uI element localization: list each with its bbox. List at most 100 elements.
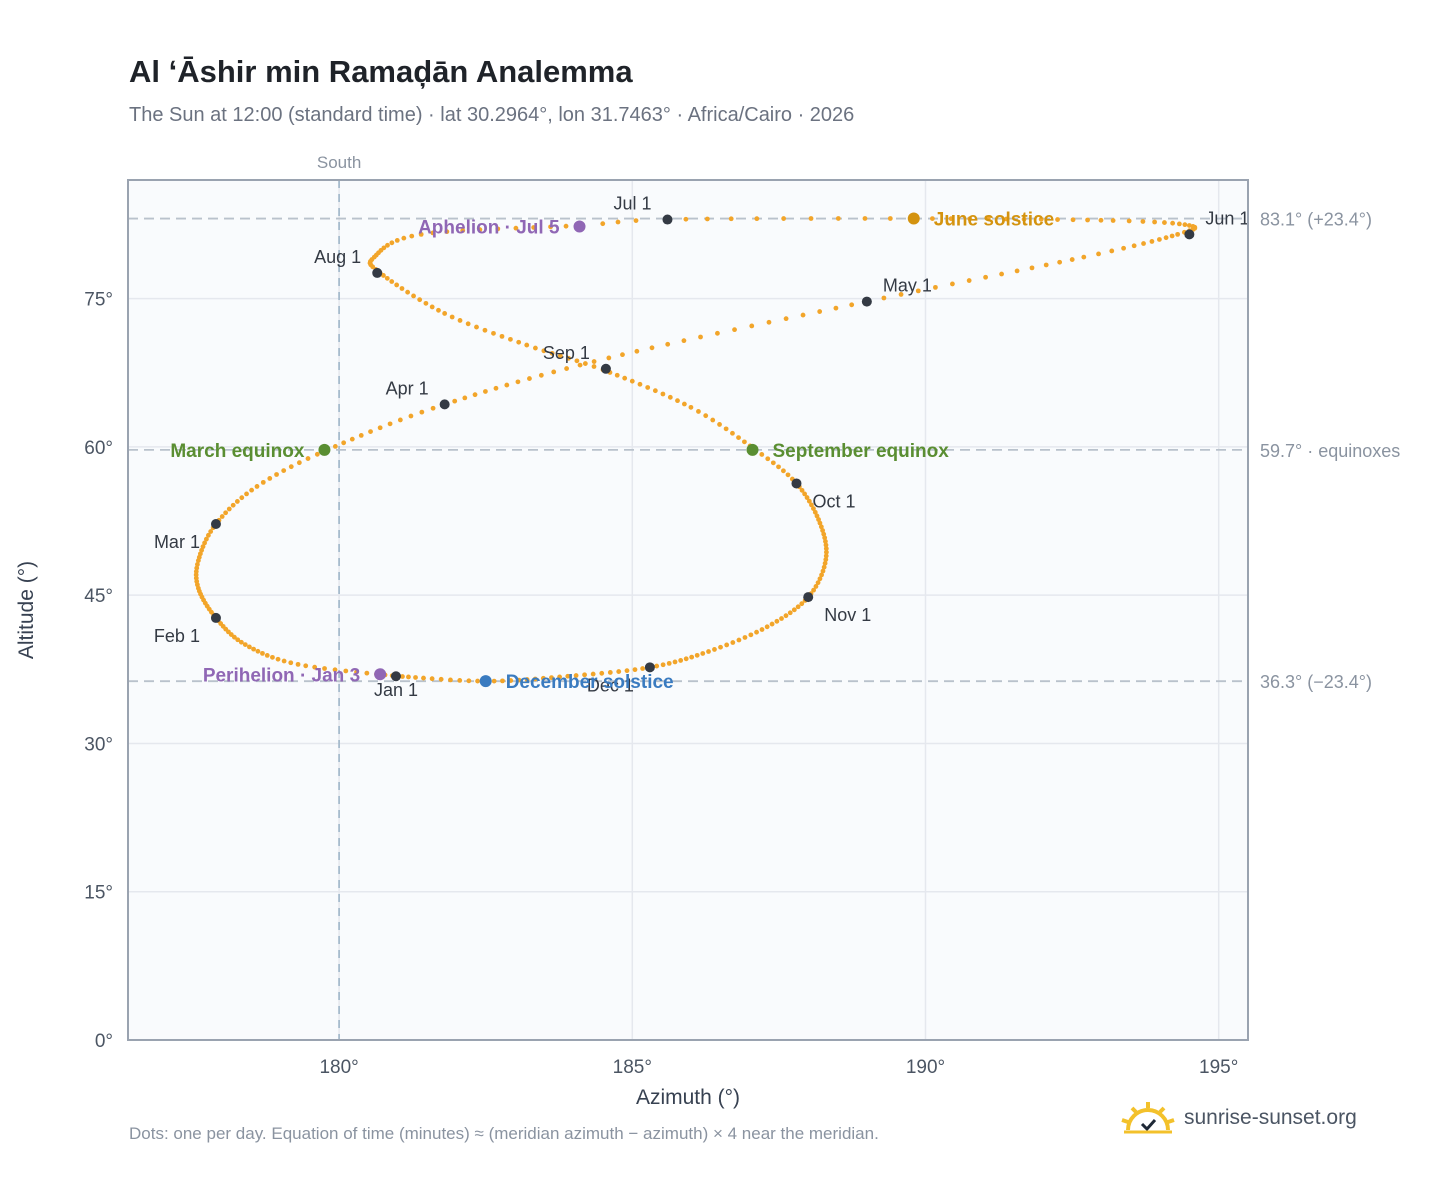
day-dot <box>785 472 791 478</box>
day-dot <box>1170 220 1176 226</box>
day-dot <box>436 307 441 313</box>
day-dot <box>806 498 812 504</box>
day-dot <box>457 678 463 683</box>
day-dot <box>698 334 703 340</box>
day-dot <box>615 219 621 225</box>
event-marker-dot <box>746 443 759 456</box>
day-dot <box>665 341 671 347</box>
day-dot <box>898 292 904 297</box>
day-dot <box>200 544 206 550</box>
day-dot <box>776 464 781 470</box>
y-tick-label: 0° <box>95 1031 113 1052</box>
day-dot <box>802 491 808 497</box>
day-dot <box>267 476 273 481</box>
day-dot <box>1057 259 1063 265</box>
day-dot <box>823 553 829 559</box>
day-dot <box>549 675 554 681</box>
day-dot <box>235 637 241 643</box>
day-dot <box>1096 251 1101 257</box>
day-dot <box>548 224 553 230</box>
day-dot <box>1186 223 1192 228</box>
month-marker-label: Nov 1 <box>824 605 871 625</box>
day-dot <box>811 587 817 593</box>
day-dot <box>820 568 826 574</box>
day-dot <box>491 678 497 684</box>
month-marker-dot <box>791 478 802 489</box>
day-dot <box>823 557 829 562</box>
day-dot <box>531 225 537 230</box>
day-dot <box>817 576 823 582</box>
event-marker-label: Perihelion · Jan 3 <box>203 665 360 686</box>
month-marker-label: Oct 1 <box>812 491 855 511</box>
day-dot <box>524 677 530 682</box>
day-dot <box>823 542 829 548</box>
day-dot <box>303 663 309 669</box>
day-dot <box>495 226 501 232</box>
day-dot <box>551 369 557 375</box>
y-axis-title: Altitude (°) <box>15 561 38 659</box>
day-dot <box>349 436 355 442</box>
day-dot <box>607 670 613 675</box>
day-dot <box>1182 222 1188 228</box>
day-dot <box>1141 241 1146 246</box>
day-dot <box>675 398 680 404</box>
day-dot <box>706 649 711 654</box>
day-dot <box>1109 248 1115 254</box>
day-dot <box>242 642 248 647</box>
day-dot <box>564 366 570 371</box>
day-dot <box>632 667 638 673</box>
day-dot <box>533 345 538 351</box>
day-dot <box>1163 235 1169 241</box>
day-dot <box>474 324 479 330</box>
day-dot <box>791 607 797 613</box>
day-dot <box>600 221 606 227</box>
month-marker-label: Mar 1 <box>154 532 200 552</box>
day-dot <box>967 216 973 222</box>
day-dot <box>966 278 972 283</box>
day-dot <box>703 413 709 419</box>
day-dot <box>710 417 716 423</box>
day-dot <box>1149 239 1155 244</box>
day-dot <box>824 549 829 555</box>
day-dot <box>620 352 625 358</box>
day-dot <box>246 644 252 650</box>
day-dot <box>230 502 236 508</box>
y-tick-label: 45° <box>84 586 113 607</box>
day-dot <box>624 668 630 674</box>
day-dot <box>774 618 780 624</box>
day-dot <box>629 378 635 384</box>
footnote: Dots: one per day. Equation of time (min… <box>129 1124 879 1143</box>
day-dot <box>385 242 390 248</box>
day-dot <box>591 364 597 369</box>
day-dot <box>781 216 787 221</box>
day-dot <box>748 632 754 638</box>
day-dot <box>718 644 723 650</box>
day-dot <box>394 282 400 288</box>
month-marker-dot <box>439 399 450 410</box>
day-dot <box>239 495 245 501</box>
day-dot <box>368 429 373 434</box>
day-dot <box>270 654 275 660</box>
day-dot <box>332 667 338 673</box>
day-dot <box>887 216 893 221</box>
day-dot <box>800 312 806 318</box>
month-marker-dot <box>1184 229 1195 240</box>
day-dot <box>408 413 414 419</box>
month-marker-label: Sep 1 <box>543 343 590 363</box>
day-dot <box>430 405 436 411</box>
day-dot <box>405 289 411 295</box>
day-dot <box>429 304 435 310</box>
day-dot <box>764 624 770 630</box>
day-dot <box>322 666 327 671</box>
day-dot <box>406 674 411 680</box>
day-dot <box>1156 237 1162 242</box>
day-dot <box>633 218 639 224</box>
day-dot <box>814 513 820 519</box>
day-dot <box>821 531 827 537</box>
brand[interactable]: sunrise-sunset.org <box>1120 1100 1357 1136</box>
day-dot <box>524 342 530 348</box>
day-dot <box>400 674 405 679</box>
event-marker-dot <box>907 212 920 225</box>
day-dot <box>660 391 666 397</box>
day-dot <box>1081 254 1087 260</box>
